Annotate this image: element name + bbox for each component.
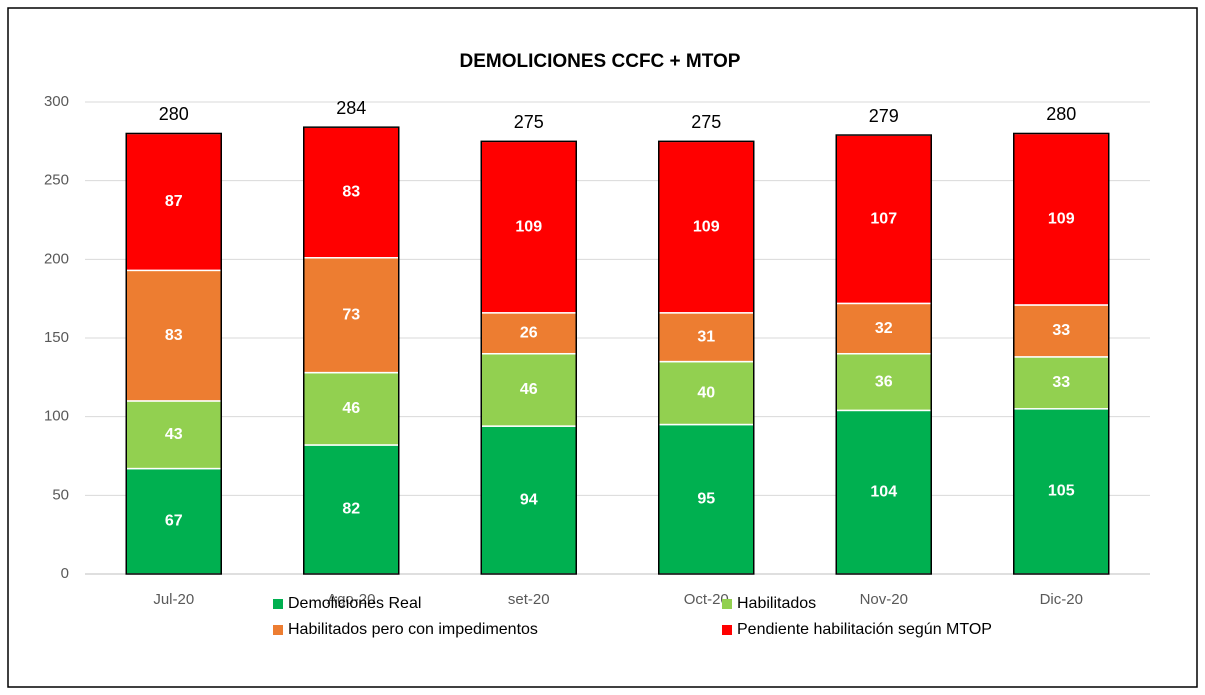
bar-segment — [658, 312, 755, 363]
bar-segment — [835, 409, 932, 575]
legend-swatch — [722, 599, 732, 609]
bar-segment — [1013, 132, 1110, 306]
total-label: 275 — [514, 112, 544, 132]
bar-segment — [125, 467, 222, 575]
data-label: 109 — [515, 218, 542, 235]
data-label: 105 — [1048, 483, 1075, 500]
bar-segment — [835, 352, 932, 412]
bar-segment — [835, 302, 932, 355]
bar-outline — [480, 140, 577, 575]
bar-segment — [303, 126, 400, 259]
bar-outline — [125, 132, 222, 575]
data-label: 83 — [342, 184, 360, 201]
data-label: 73 — [342, 306, 360, 323]
data-label: 94 — [520, 491, 538, 508]
legend-label: Demoliciones Real — [288, 595, 421, 612]
bar-segment — [1013, 356, 1110, 410]
bar-segment — [1013, 408, 1110, 575]
y-tick-label: 300 — [44, 93, 69, 110]
y-tick-label: 50 — [52, 486, 69, 503]
bar-segment — [125, 132, 222, 272]
total-label: 280 — [1046, 104, 1076, 124]
x-tick-label: Nov-20 — [860, 591, 908, 608]
bar-segment — [480, 312, 577, 355]
x-tick-label: set-20 — [508, 591, 550, 608]
bar-segment — [480, 352, 577, 427]
data-label: 109 — [1048, 210, 1075, 227]
data-label: 107 — [870, 210, 897, 227]
bar-segment — [303, 371, 400, 446]
data-label: 104 — [870, 483, 897, 500]
legend-label: Pendiente habilitación según MTOP — [737, 621, 992, 638]
x-tick-label: Oct-20 — [684, 591, 729, 608]
bar-segment — [303, 257, 400, 374]
bar-outline — [835, 134, 932, 575]
data-label: 36 — [875, 373, 893, 390]
x-tick-label: Dic-20 — [1040, 591, 1083, 608]
y-tick-label: 250 — [44, 172, 69, 189]
data-label: 43 — [165, 426, 183, 443]
legend-swatch — [273, 625, 283, 635]
data-label: 32 — [875, 320, 893, 337]
data-label: 46 — [520, 381, 538, 398]
x-tick-label: Jul-20 — [153, 591, 194, 608]
total-label: 280 — [159, 104, 189, 124]
bar-outline — [658, 140, 755, 575]
bar-segment — [835, 134, 932, 305]
legend-swatch — [722, 625, 732, 635]
bar-outline — [303, 126, 400, 575]
data-label: 95 — [697, 490, 715, 507]
data-label: 67 — [165, 513, 183, 530]
bar-segment — [480, 425, 577, 575]
data-label: 109 — [693, 218, 720, 235]
bar-segment — [1013, 304, 1110, 358]
bar-segment — [658, 360, 755, 426]
bar-segment — [303, 444, 400, 575]
total-label: 284 — [336, 98, 366, 118]
bar-segment — [125, 400, 222, 470]
data-label: 40 — [697, 384, 715, 401]
y-tick-label: 150 — [44, 329, 69, 346]
y-tick-label: 0 — [61, 565, 69, 582]
data-label: 83 — [165, 327, 183, 344]
data-label: 26 — [520, 324, 538, 341]
data-label: 82 — [342, 501, 360, 518]
bar-segment — [480, 140, 577, 314]
data-label: 33 — [1052, 322, 1070, 339]
y-tick-label: 100 — [44, 408, 69, 425]
legend-label: Habilitados — [737, 595, 816, 612]
x-tick-label: Ago-20 — [327, 591, 375, 608]
data-label: 31 — [697, 328, 715, 345]
y-tick-label: 200 — [44, 250, 69, 267]
data-label: 33 — [1052, 374, 1070, 391]
legend-label: Habilitados pero con impedimentos — [288, 621, 538, 638]
data-label: 87 — [165, 193, 183, 210]
data-label: 46 — [342, 400, 360, 417]
legend-swatch — [273, 599, 283, 609]
bar-outline — [1013, 132, 1110, 575]
total-label: 279 — [869, 106, 899, 126]
total-label: 275 — [691, 112, 721, 132]
chart-title: DEMOLICIONES CCFC + MTOP — [460, 51, 741, 72]
